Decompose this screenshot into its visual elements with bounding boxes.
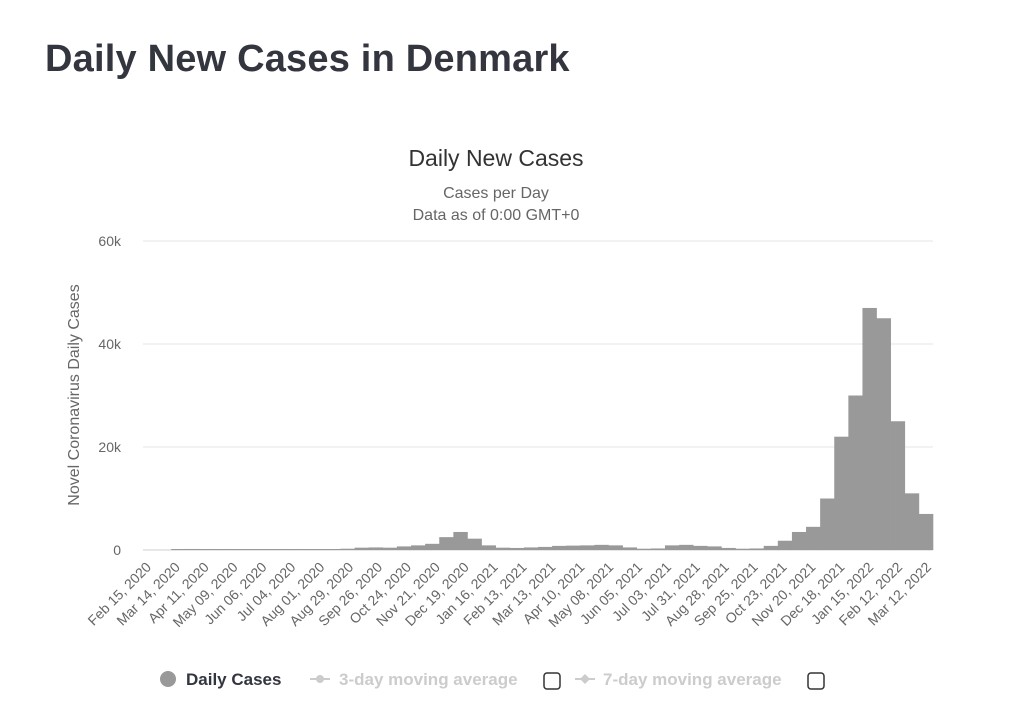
bars	[171, 307, 934, 550]
bar	[749, 548, 765, 550]
bar	[848, 395, 863, 550]
bar	[594, 544, 609, 550]
bar	[552, 545, 567, 550]
bar	[284, 549, 299, 550]
bar	[396, 546, 412, 550]
chart-subtitle: Cases per Day	[443, 185, 549, 202]
legend-item-3-day-average[interactable]: 3-day moving average	[310, 670, 561, 690]
bar	[298, 549, 313, 550]
legend: Daily Cases 3-day moving average 7-day m…	[160, 670, 825, 690]
bar	[904, 493, 920, 550]
bar	[538, 546, 553, 550]
bar	[453, 531, 468, 550]
y-tick-label: 40k	[98, 336, 122, 352]
bar	[636, 548, 652, 550]
chart-title: Daily New Cases	[408, 145, 583, 171]
daily-cases-marker-icon	[160, 671, 176, 687]
bar	[664, 545, 680, 550]
bar	[495, 547, 511, 550]
bar	[834, 436, 849, 550]
bar	[791, 531, 807, 550]
legend-item-7-day-average[interactable]: 7-day moving average	[575, 670, 825, 690]
bar	[862, 307, 877, 550]
bar	[509, 547, 525, 550]
bar	[411, 545, 426, 550]
bar	[199, 549, 214, 550]
legend-7-day-label: 7-day moving average	[603, 670, 782, 689]
bar	[227, 549, 243, 550]
gridlines	[143, 240, 933, 551]
bar	[439, 537, 454, 550]
y-tick-labels: 0 20k 40k 60k	[98, 233, 122, 558]
page-title: Daily New Cases in Denmark	[45, 38, 570, 80]
3-day-checkbox[interactable]	[543, 672, 561, 690]
chart-subtitle-date: Data as of 0:00 GMT+0	[413, 207, 580, 224]
bar	[354, 547, 370, 550]
y-tick-label: 60k	[98, 233, 122, 249]
bar	[820, 498, 835, 550]
bar	[735, 548, 750, 550]
bar	[368, 547, 384, 550]
bar	[580, 545, 595, 550]
bar	[213, 549, 228, 550]
bar	[918, 513, 934, 550]
bar	[241, 549, 257, 550]
y-tick-label: 20k	[98, 439, 122, 455]
bar	[326, 549, 341, 550]
bar	[876, 318, 891, 550]
bar	[382, 547, 398, 550]
bar	[171, 549, 186, 550]
bar	[679, 544, 694, 550]
legend-daily-cases-label: Daily Cases	[186, 670, 281, 689]
bar	[693, 545, 708, 550]
bar	[650, 548, 666, 550]
bar	[185, 548, 200, 550]
bar	[777, 540, 793, 550]
bar	[622, 547, 638, 550]
bar	[269, 549, 285, 550]
bar	[890, 421, 906, 550]
bar	[566, 545, 581, 550]
bar	[707, 546, 722, 550]
bar	[608, 545, 623, 550]
bar	[467, 538, 482, 550]
bar	[763, 545, 779, 550]
legend-3-day-label: 3-day moving average	[339, 670, 518, 689]
bar	[806, 526, 821, 550]
bar	[721, 547, 736, 550]
bar	[255, 549, 271, 550]
bar	[312, 549, 327, 550]
bar	[523, 547, 539, 550]
7-day-checkbox[interactable]	[807, 672, 825, 690]
legend-item-daily-cases[interactable]: Daily Cases	[160, 670, 281, 689]
bar	[340, 548, 355, 550]
y-axis-label: Novel Coronavirus Daily Cases	[66, 284, 83, 505]
y-tick-label: 0	[113, 542, 121, 558]
bar	[481, 545, 496, 550]
bar	[425, 543, 440, 550]
line-dot-icon	[316, 675, 324, 683]
diamond-marker-icon	[580, 674, 590, 684]
